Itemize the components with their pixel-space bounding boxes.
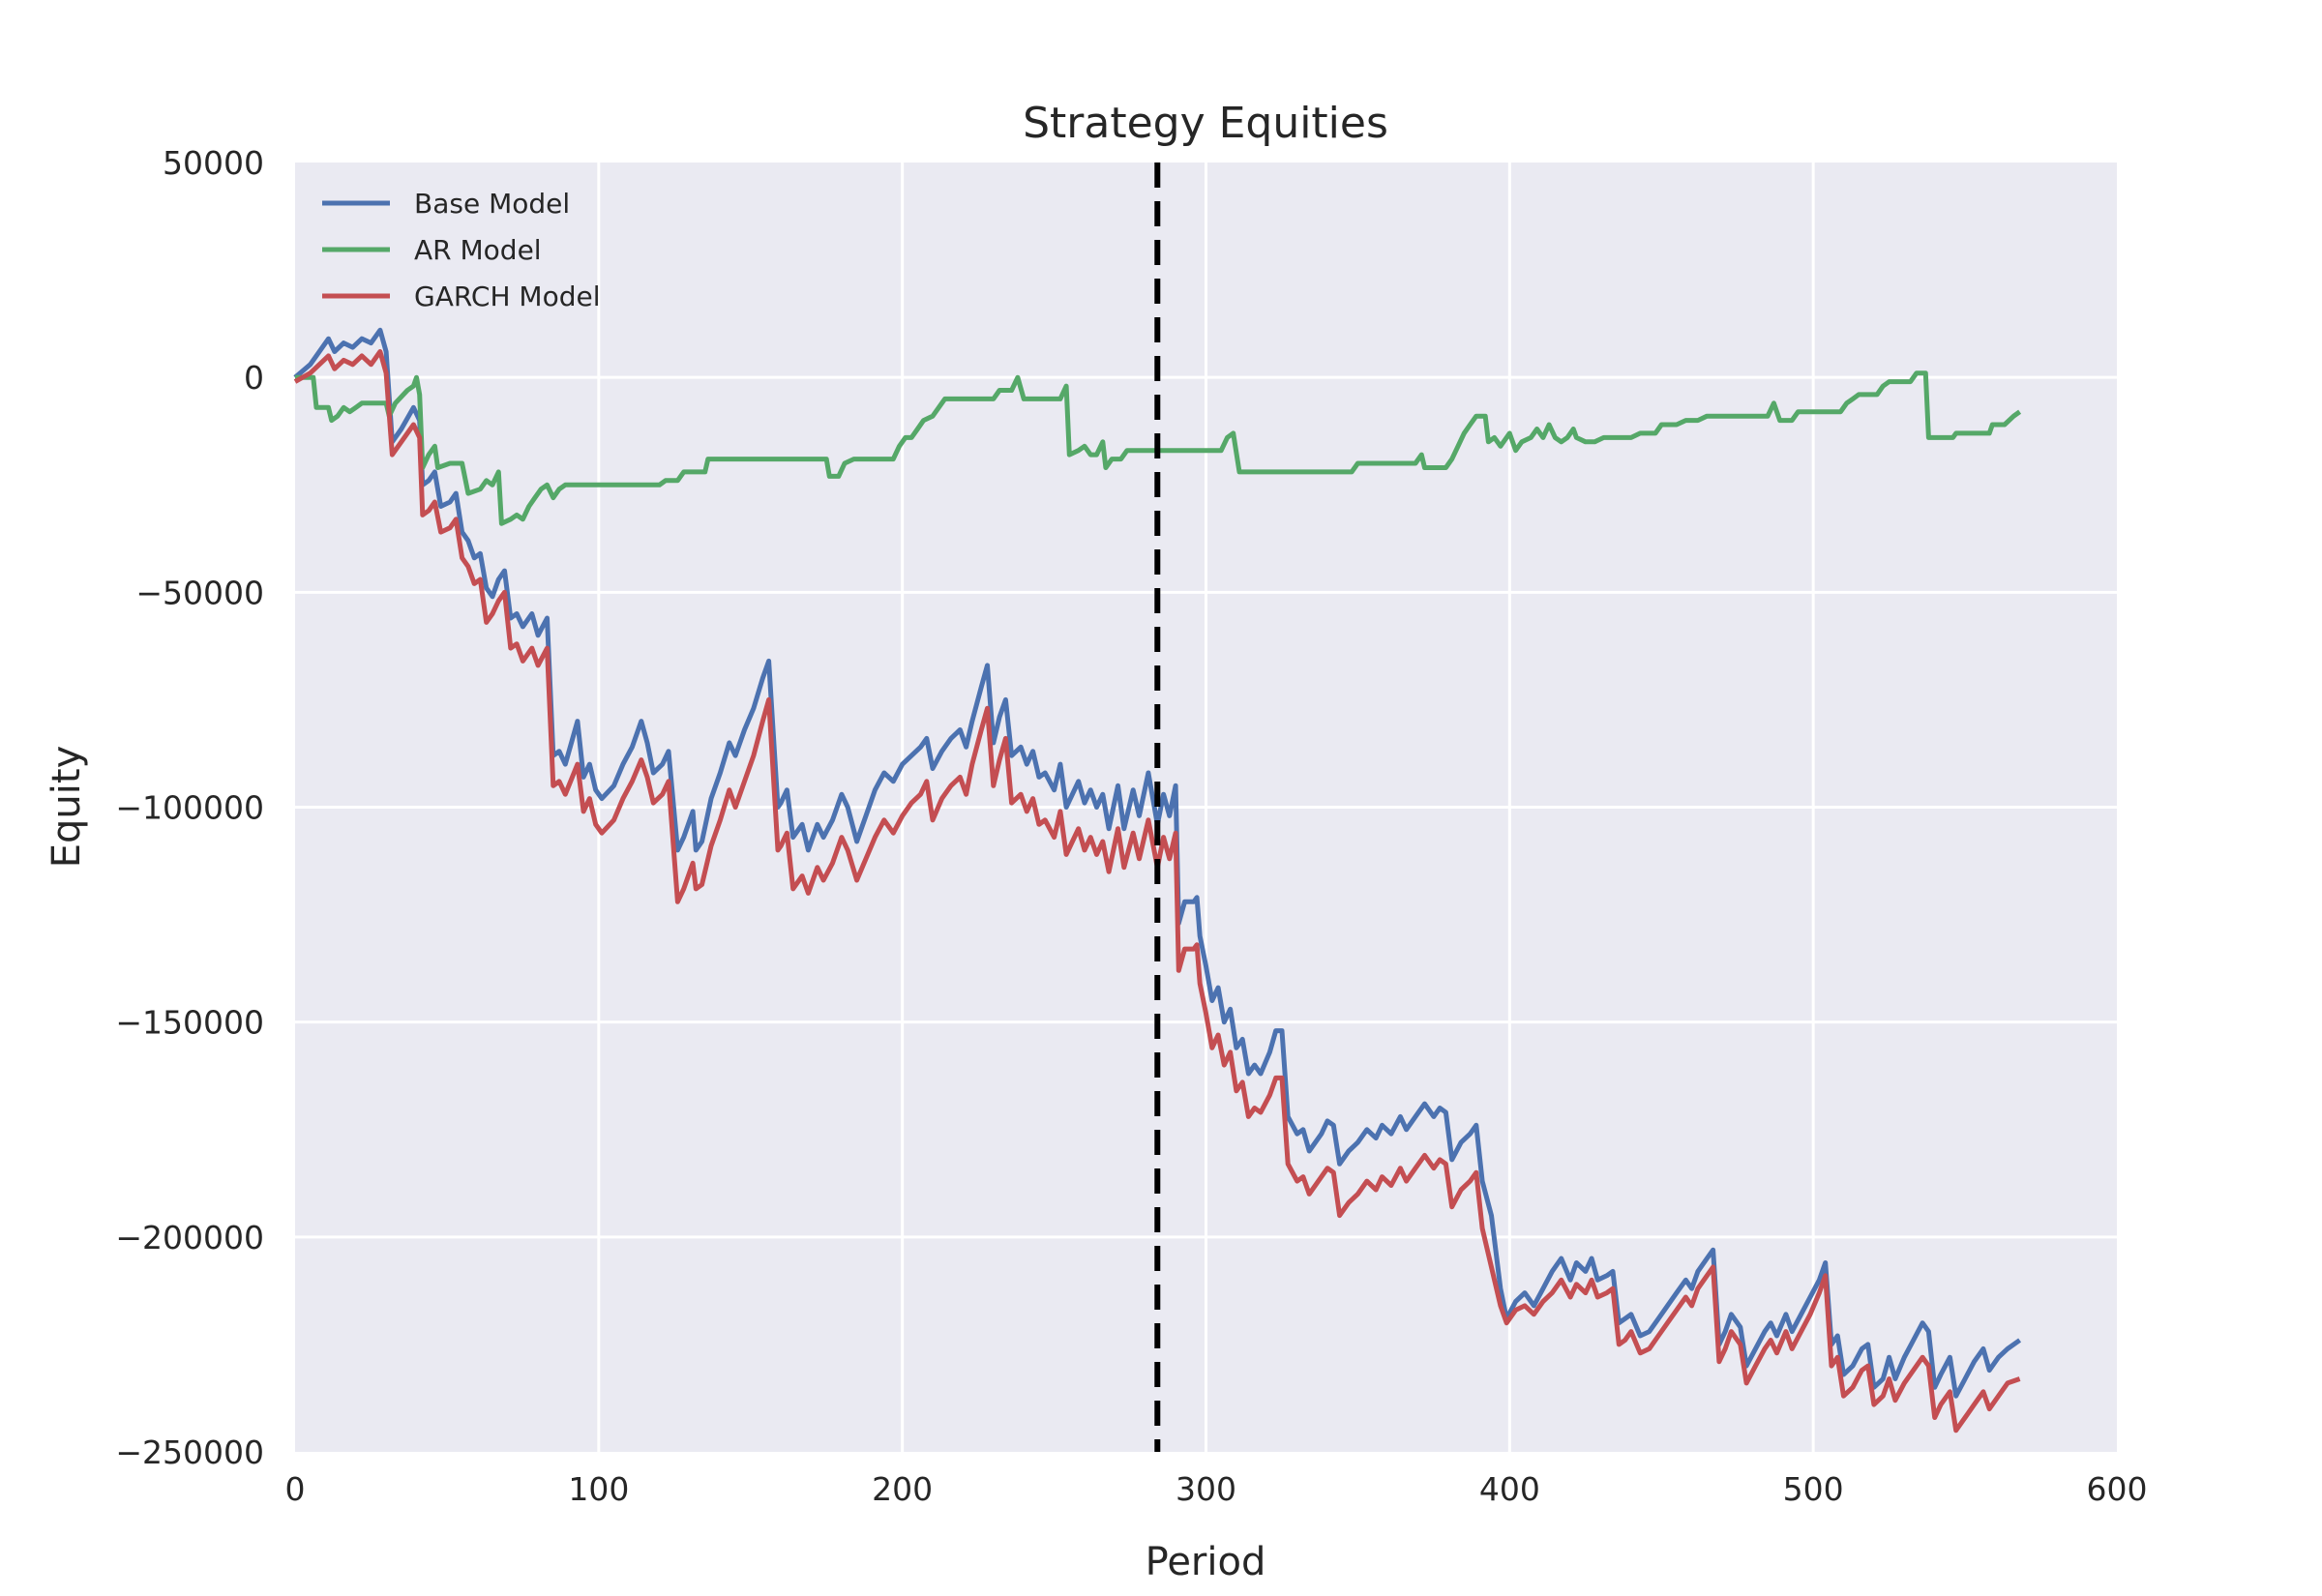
legend-label-base-model: Base Model (414, 188, 570, 220)
y-tick-label: −150000 (115, 1004, 264, 1042)
series-line-ar-model (295, 370, 2022, 526)
x-tick-label: 100 (568, 1470, 629, 1508)
x-tick-label: 400 (1479, 1470, 1540, 1508)
y-tick-labels: 50000 0 −50000 −100000 −150000 −200000 −250000 (115, 144, 264, 1471)
legend-label-ar-model: AR Model (414, 234, 542, 266)
y-axis-label: Equity (45, 746, 89, 868)
y-tick-label: 50000 (163, 144, 264, 182)
x-tick-label: 500 (1783, 1470, 1844, 1508)
x-tick-label: 200 (872, 1470, 933, 1508)
y-tick-label: −50000 (135, 574, 264, 611)
y-tick-label: −250000 (115, 1433, 264, 1471)
x-axis-label: Period (1146, 1540, 1266, 1584)
x-tick-labels: 0 100 200 300 400 500 600 (285, 1470, 2148, 1508)
series-line-base-model (293, 327, 2022, 1399)
y-tick-label: 0 (244, 359, 264, 397)
grid-lines (295, 163, 2117, 1452)
x-tick-label: 600 (2087, 1470, 2148, 1508)
series-line-garch-model (293, 349, 2021, 1433)
series-lines (293, 327, 2022, 1433)
chart-title: Strategy Equities (1023, 99, 1388, 148)
y-tick-label: −200000 (115, 1219, 264, 1256)
x-tick-label: 300 (1176, 1470, 1236, 1508)
y-tick-label: −100000 (115, 789, 264, 827)
x-tick-label: 0 (285, 1470, 306, 1508)
legend-label-garch-model: GARCH Model (414, 281, 601, 312)
legend: Base Model AR Model GARCH Model (322, 188, 601, 312)
